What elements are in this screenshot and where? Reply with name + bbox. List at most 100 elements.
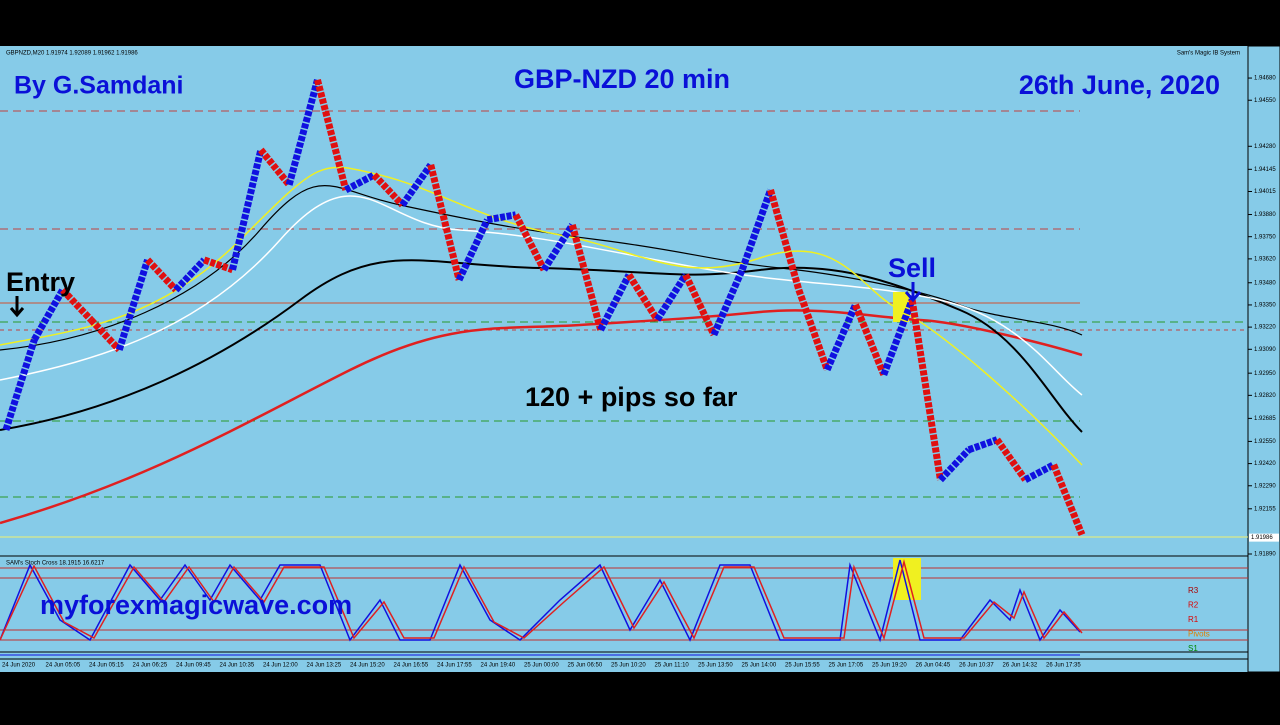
renko-run <box>654 273 689 322</box>
symbol-info: GBPNZD,M20 1.91974 1.92089 1.91962 1.919… <box>6 51 138 57</box>
renko-run <box>738 188 774 271</box>
renko-run <box>710 268 746 337</box>
x-tick-label: 24 Jun 06:25 <box>133 663 168 669</box>
x-tick-label: 24 Jun 10:35 <box>220 663 255 669</box>
renko-run <box>229 149 265 271</box>
renko-run <box>597 273 633 332</box>
x-tick-label: 24 Jun 05:05 <box>46 663 81 669</box>
y-tick-label: 1.94550 <box>1254 98 1276 104</box>
date-title: 26th June, 2020 <box>1019 70 1220 100</box>
renko-run <box>399 162 434 207</box>
stochastic-line <box>0 559 1081 643</box>
renko-run <box>31 288 66 342</box>
moving-average <box>0 309 1083 525</box>
sell-arrow <box>904 282 922 303</box>
y-tick-label: 1.92950 <box>1254 371 1276 377</box>
x-tick-label: 24 Jun 16:55 <box>394 663 429 669</box>
x-tick-label: 25 Jun 06:50 <box>568 663 603 669</box>
renko-run <box>568 224 605 331</box>
x-tick-label: 26 Jun 10:37 <box>959 663 994 669</box>
price-series <box>2 79 1086 537</box>
renko-run <box>60 287 94 323</box>
y-tick-label: 1.92550 <box>1254 439 1276 445</box>
y-tick-label: 1.93480 <box>1254 280 1276 286</box>
renko-run <box>285 79 321 186</box>
pivot-label: R2 <box>1188 601 1199 610</box>
renko-run <box>173 257 207 293</box>
x-tick-label: 25 Jun 00:00 <box>524 663 559 669</box>
renko-run <box>994 437 1029 482</box>
pivot-label: S1 <box>1188 644 1198 653</box>
renko-run <box>1050 463 1086 537</box>
renko-run <box>767 189 803 291</box>
x-tick-label: 25 Jun 10:20 <box>611 663 646 669</box>
moving-average <box>0 259 1083 433</box>
renko-run <box>486 211 517 224</box>
renko-run <box>682 273 718 337</box>
sell-label: Sell <box>888 253 936 283</box>
renko-run <box>2 338 38 431</box>
renko-run <box>145 257 179 293</box>
renko-run <box>115 258 151 351</box>
x-tick-label: 24 Jun 13:25 <box>307 663 342 669</box>
renko-run <box>1023 461 1056 483</box>
stochastic-signal <box>0 559 1083 641</box>
x-tick-label: 24 Jun 19:40 <box>481 663 516 669</box>
y-tick-label: 1.94280 <box>1254 144 1276 150</box>
y-tick-label: 1.94015 <box>1254 189 1276 195</box>
renko-run <box>880 298 916 376</box>
y-tick-label: 1.93090 <box>1254 347 1276 353</box>
renko-run <box>203 256 234 274</box>
author: By G.Samdani <box>14 72 184 100</box>
entry-arrow <box>9 296 25 318</box>
pivot-label: R1 <box>1188 615 1199 624</box>
y-tick-label: 1.92820 <box>1254 393 1276 399</box>
x-tick-label: 24 Jun 15:20 <box>350 663 385 669</box>
pips-note: 120 + pips so far <box>525 382 738 412</box>
renko-run <box>908 299 944 481</box>
y-tick-label: 1.94145 <box>1254 167 1276 173</box>
x-tick-label: 25 Jun 14:00 <box>742 663 777 669</box>
renko-run <box>88 317 122 353</box>
pivot-label: R3 <box>1188 586 1199 595</box>
x-tick-label: 25 Jun 17:05 <box>829 663 864 669</box>
y-tick-label: 1.93750 <box>1254 234 1276 240</box>
current-price-label: 1.91986 <box>1251 535 1273 541</box>
entry-label: Entry <box>6 267 75 297</box>
y-tick-label: 1.93620 <box>1254 256 1276 262</box>
x-tick-label: 26 Jun 17:35 <box>1046 663 1081 669</box>
x-tick-label: 25 Jun 13:50 <box>698 663 733 669</box>
website: myforexmagicwave.com <box>40 590 352 620</box>
pivot-label: Pivots <box>1188 630 1210 639</box>
renko-run <box>795 288 831 371</box>
x-tick-label: 24 Jun 09:45 <box>176 663 211 669</box>
axis-labels: 1.94680 1.94550 1.94280 1.94145 1.94015 1.938… <box>2 76 1279 669</box>
signal-box <box>893 292 909 322</box>
price-axis <box>1247 45 1280 673</box>
renko-run <box>314 79 350 191</box>
y-tick-label: 1.94680 <box>1254 76 1276 82</box>
renko-run <box>967 436 999 454</box>
y-tick-label: 1.92155 <box>1254 506 1276 512</box>
y-tick-label: 1.93880 <box>1254 212 1276 218</box>
renko-run <box>258 147 292 188</box>
renko-run <box>937 447 972 483</box>
renko-run <box>512 213 548 272</box>
x-tick-label: 24 Jun 12:00 <box>263 663 298 669</box>
renko-run <box>625 273 661 322</box>
x-tick-label: 25 Jun 11:10 <box>655 663 690 669</box>
renko-run <box>852 303 888 377</box>
x-tick-label: 25 Jun 19:20 <box>872 663 907 669</box>
renko-run <box>455 218 491 282</box>
x-tick-label: 26 Jun 04:45 <box>916 663 951 669</box>
x-tick-label: 24 Jun 05:15 <box>89 663 124 669</box>
pivot-levels: R3 R2 R1 Pivots S1 <box>1188 586 1210 653</box>
system-name: Sam's Magic IB System <box>1177 51 1240 57</box>
y-tick-label: 1.92420 <box>1254 461 1276 467</box>
indicator-title: SAM's Stoch Cross 18.1915 16.6217 <box>6 561 105 567</box>
x-tick-label: 24 Jun 17:55 <box>437 663 472 669</box>
renko-run <box>371 172 405 208</box>
y-tick-label: 1.92290 <box>1254 483 1276 489</box>
